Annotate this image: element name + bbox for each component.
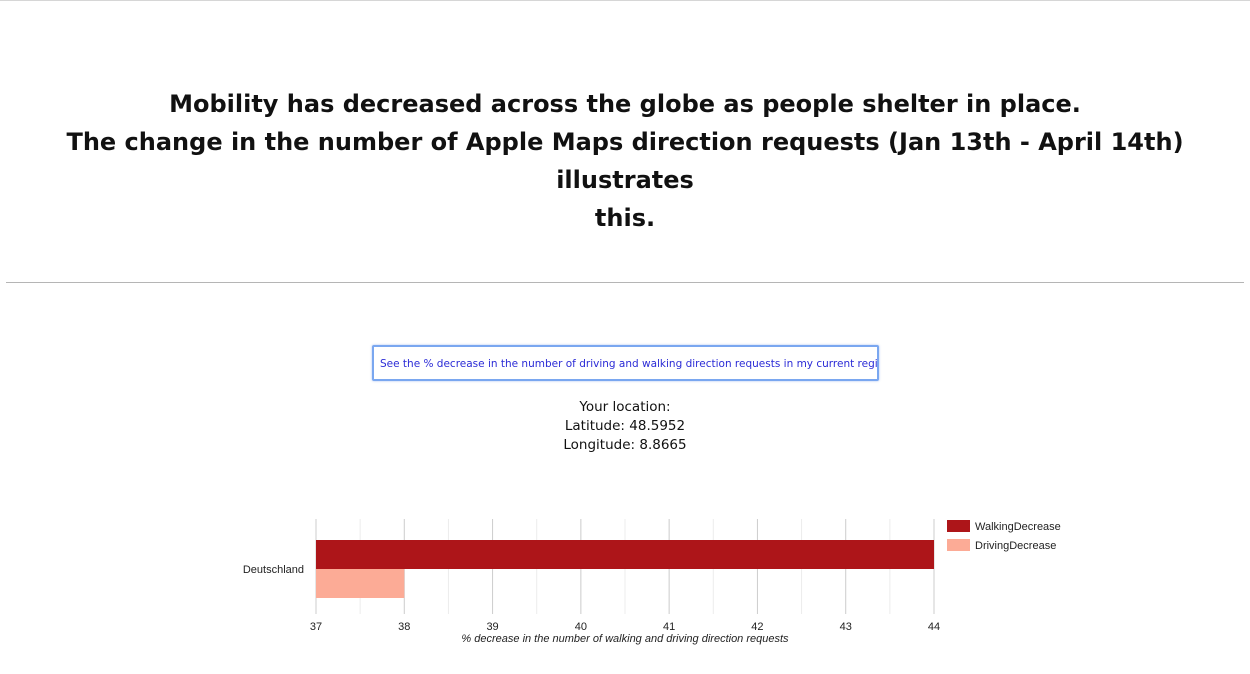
x-tick-label: 38	[398, 621, 410, 633]
x-tick-label: 43	[840, 621, 852, 633]
x-tick-label: 40	[575, 621, 587, 633]
x-tick-label: 42	[751, 621, 763, 633]
top-rule	[0, 0, 1250, 1]
location-heading: Your location:	[579, 399, 671, 415]
section-divider	[6, 282, 1244, 283]
legend-swatch-walkingdecrease	[947, 520, 970, 532]
x-tick-label: 41	[663, 621, 675, 633]
x-tick-label: 39	[486, 621, 498, 633]
x-tick-label: 37	[310, 621, 322, 633]
legend-label-drivingdecrease: DrivingDecrease	[975, 540, 1056, 552]
title-line-2: The change in the number of Apple Maps d…	[66, 128, 1184, 194]
legend-swatch-drivingdecrease	[947, 539, 970, 551]
current-region-button[interactable]: See the % decrease in the number of driv…	[372, 345, 879, 381]
x-axis-title: % decrease in the number of walking and …	[461, 633, 789, 645]
location-info: Your location: Latitude: 48.5952 Longitu…	[0, 398, 1250, 455]
bar-drivingdecrease	[316, 569, 405, 598]
page-title: Mobility has decreased across the globe …	[0, 85, 1250, 237]
longitude-value: Longitude: 8.8665	[563, 437, 687, 453]
latitude-value: Latitude: 48.5952	[564, 418, 686, 434]
x-tick-label: 44	[928, 621, 940, 633]
title-line-3: this.	[594, 204, 656, 232]
title-line-1: Mobility has decreased across the globe …	[169, 90, 1081, 118]
bar-walkingdecrease	[316, 540, 934, 569]
legend-label-walkingdecrease: WalkingDecrease	[975, 521, 1061, 533]
category-label: Deutschland	[243, 564, 304, 576]
